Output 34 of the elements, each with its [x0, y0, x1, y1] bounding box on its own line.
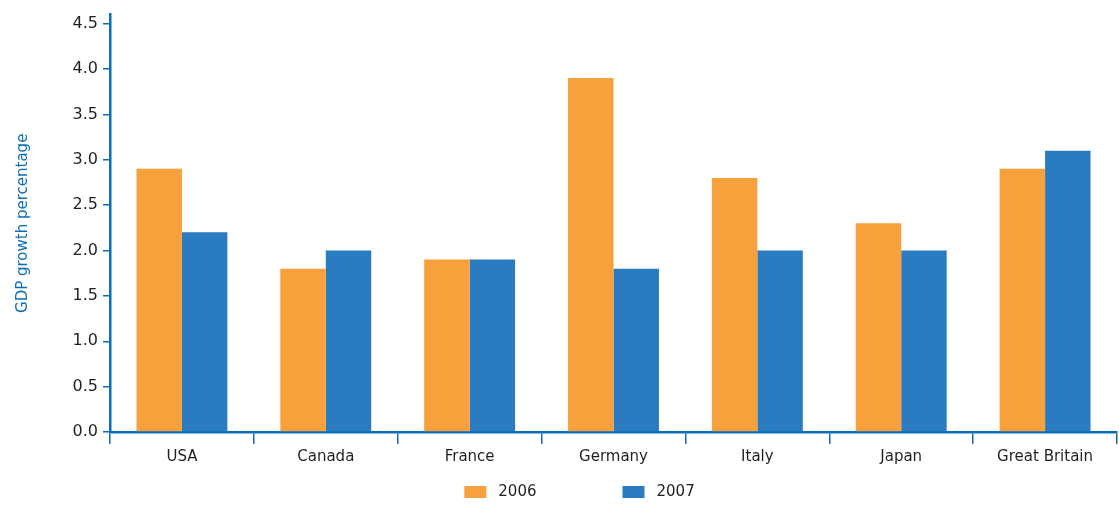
bar [136, 168, 182, 432]
bar [181, 232, 228, 432]
y-tick-label: 0.0 [72, 421, 98, 441]
y-tick-label: 4.5 [72, 12, 98, 32]
x-tick-label: Japan [879, 446, 923, 465]
x-tick-label: France [444, 446, 495, 465]
bar [424, 259, 470, 432]
y-tick-label: 0.5 [72, 375, 98, 395]
x-tick-label: Great Britain [997, 446, 1094, 465]
y-tick-label: 2.0 [72, 239, 98, 259]
bar [1045, 150, 1091, 432]
bar [325, 250, 372, 432]
y-axis-title: GDP growth percentage [12, 133, 31, 313]
y-tick-label: 2.5 [72, 194, 98, 214]
x-tick-label: Germany [579, 446, 649, 465]
y-tick-label: 3.0 [72, 148, 98, 168]
bar [901, 250, 947, 432]
y-tick-label: 1.5 [72, 285, 98, 305]
y-tick-label: 4.0 [72, 58, 98, 78]
x-tick-label: USA [166, 446, 199, 465]
legend-label: 2007 [656, 481, 695, 500]
legend-label: 2006 [498, 481, 537, 500]
x-tick-label: Italy [741, 446, 774, 465]
bar [999, 168, 1046, 432]
y-tick-label: 1.0 [72, 330, 98, 350]
bar [613, 268, 659, 432]
bar [280, 268, 326, 432]
bar [568, 78, 614, 432]
bar [855, 223, 902, 432]
bar [757, 250, 803, 432]
bar [469, 259, 516, 432]
bar [711, 177, 758, 432]
y-tick-label: 3.5 [72, 103, 98, 123]
x-tick-label: Canada [297, 446, 355, 465]
